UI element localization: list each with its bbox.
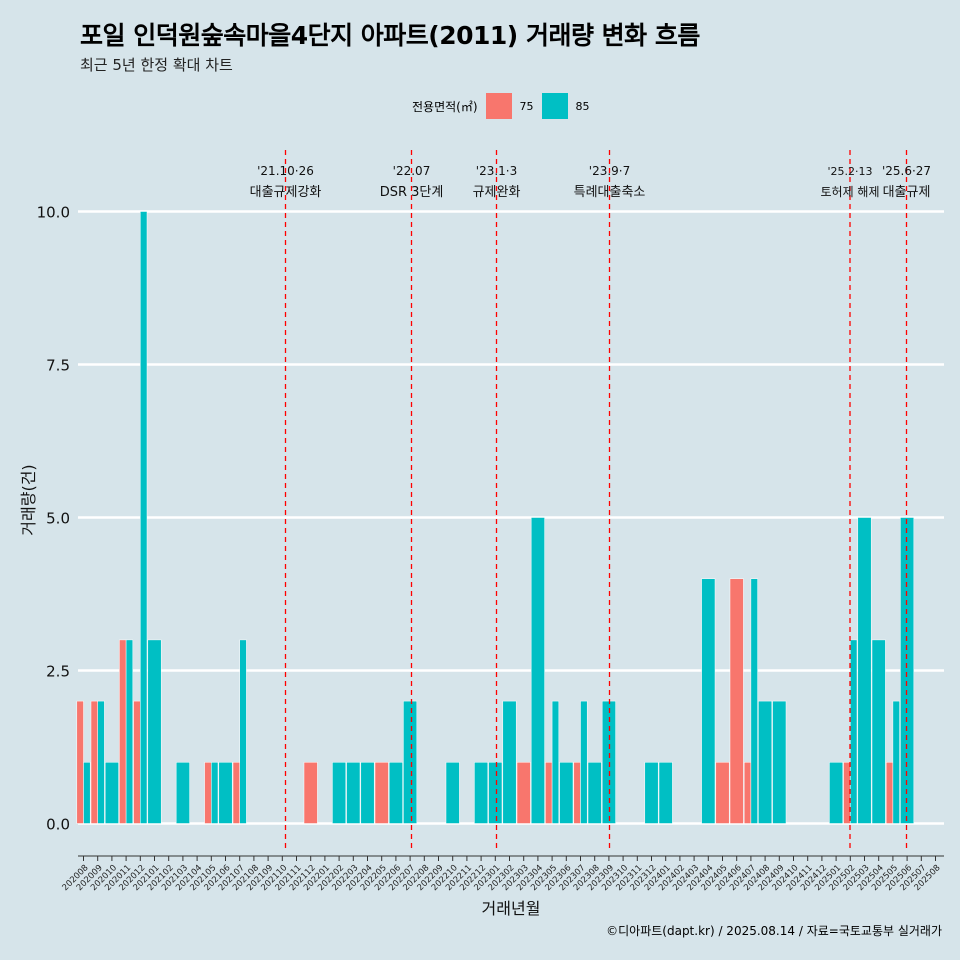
bar-85-202011 — [125, 639, 134, 824]
event-text-label: 토허제 해제 — [820, 185, 879, 199]
bar-85-202308 — [587, 762, 602, 824]
legend-label-85: 85 — [575, 99, 590, 113]
y-tick-label: 10.0 — [37, 204, 70, 222]
event-date-label: '23.1·3 — [476, 164, 517, 178]
bar-85-202012 — [140, 211, 148, 824]
legend-label-75: 75 — [519, 99, 534, 113]
bar-85-202107 — [239, 639, 247, 824]
bar-85-202501 — [829, 762, 844, 824]
bar-85-202302 — [502, 700, 517, 824]
bar-85-202307 — [580, 700, 588, 824]
event-text-label: 대출규제강화 — [250, 185, 322, 200]
event-date-label: '25.2·13 — [827, 165, 872, 178]
event-text-label: 규제완화 — [473, 185, 521, 200]
bar-85-202304 — [530, 517, 545, 824]
bar-85-202202 — [332, 762, 347, 824]
bar-85-202203 — [346, 762, 361, 824]
event-text-label: 특례대출축소 — [574, 185, 646, 200]
event-date-label: '23.9·7 — [589, 164, 630, 178]
legend-swatch-85 — [541, 93, 568, 119]
bar-85-202305 — [551, 700, 560, 824]
bar-75-202305 — [545, 762, 553, 824]
bar-85-202101 — [147, 639, 162, 824]
chart-title: 포일 인덕원숲속마을4단지 아파트(2011) 거래량 변화 흐름 — [80, 21, 700, 50]
bar-85-202407 — [750, 578, 758, 824]
bar-75-202012 — [133, 700, 141, 824]
bar-85-202503 — [857, 517, 872, 824]
bar-75-202105 — [204, 762, 212, 824]
bar-85-202505 — [892, 700, 900, 824]
bar-85-202210 — [445, 762, 460, 824]
legend-swatch-75 — [485, 93, 512, 119]
event-text-label: DSR 3단계 — [380, 185, 444, 200]
bar-85-202301 — [488, 762, 503, 824]
bar-85-202204 — [360, 762, 375, 824]
bar-75-202405 — [715, 762, 730, 824]
bar-75-202107 — [232, 762, 240, 824]
bar-85-202206 — [388, 762, 403, 824]
bar-85-202106 — [218, 762, 233, 824]
source-caption: ©디아파트(dapt.kr) / 2025.08.14 / 자료=국토교통부 실… — [606, 924, 942, 938]
bar-75-202407 — [743, 762, 752, 824]
bar-75-202307 — [573, 762, 581, 824]
bar-85-202010 — [104, 762, 119, 824]
y-tick-label: 2.5 — [46, 663, 70, 681]
y-tick-label: 5.0 — [46, 510, 70, 528]
bar-85-202103 — [175, 762, 190, 824]
legend-title: 전용면적(㎡) — [412, 99, 478, 114]
bar-85-202207 — [403, 700, 418, 824]
bar-85-202409 — [772, 700, 787, 824]
event-text-label: 대출규제 — [883, 185, 931, 200]
bar-85-202404 — [701, 578, 716, 824]
bar-85-202408 — [758, 700, 773, 824]
bar-75-202009 — [90, 700, 98, 824]
bar-75-202303 — [516, 762, 531, 824]
bar-85-202306 — [559, 762, 574, 824]
x-axis-title: 거래년월 — [482, 899, 541, 918]
bar-85-202008 — [83, 762, 91, 824]
bar-85-202105 — [211, 762, 219, 824]
bar-75-202505 — [885, 762, 894, 824]
event-date-label: '21.10·26 — [257, 164, 314, 178]
bar-85-202212 — [474, 762, 489, 824]
bar-85-202312 — [644, 762, 659, 824]
event-date-label: '22.07 — [393, 164, 431, 178]
bar-85-202401 — [658, 762, 673, 824]
chart-subtitle: 최근 5년 한정 확대 차트 — [80, 56, 233, 74]
bar-75-202008 — [76, 700, 84, 824]
y-tick-label: 7.5 — [46, 357, 70, 375]
bar-75-202112 — [303, 762, 318, 824]
bar-75-202406 — [729, 578, 744, 824]
y-axis-title: 거래량(건) — [19, 464, 38, 535]
bar-85-202504 — [871, 639, 886, 824]
bar-75-202502 — [843, 762, 851, 824]
bar-85-202502 — [850, 639, 858, 824]
legend: 전용면적(㎡) 75 85 — [412, 92, 598, 120]
event-date-label: '25.6·27 — [882, 164, 931, 178]
bar-75-202205 — [374, 762, 389, 824]
y-tick-label: 0.0 — [46, 816, 70, 834]
bar-75-202011 — [119, 639, 127, 824]
bar-85-202506 — [900, 517, 915, 824]
bar-85-202009 — [97, 700, 105, 824]
